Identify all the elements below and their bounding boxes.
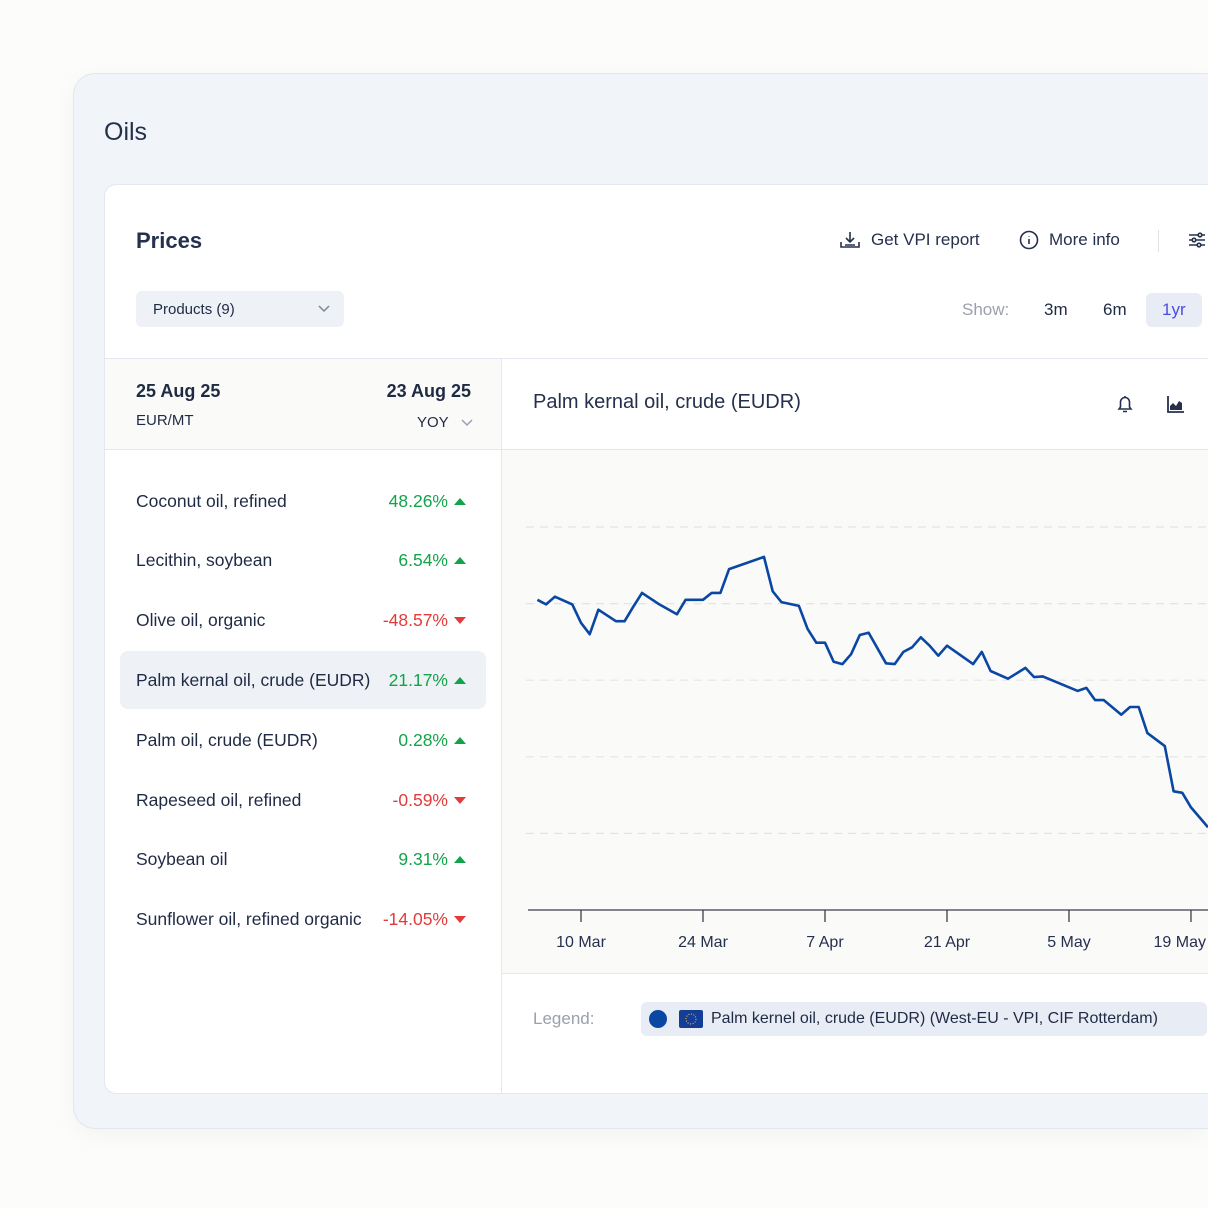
change-percent: -14.05%	[382, 909, 448, 930]
x-tick-label: 10 Mar	[556, 934, 606, 951]
chart-title: Palm kernal oil, crude (EUDR)	[533, 391, 801, 413]
section-title: Oils	[104, 118, 148, 146]
more-info-button[interactable]: More info	[1019, 230, 1120, 250]
change-percent: 6.54%	[398, 550, 448, 571]
get-vpi-report-label: Get VPI report	[871, 230, 980, 249]
arrow-up-icon	[454, 736, 466, 744]
product-row[interactable]: Lecithin, soybean 6.54%	[120, 532, 486, 590]
chevron-down-icon	[461, 418, 473, 426]
price-series-line	[536, 555, 1208, 829]
legend-series-name: Palm kernel oil, crude (EUDR) (West-EU -…	[711, 1010, 1158, 1027]
arrow-up-icon	[454, 557, 466, 565]
x-tick-label: 24 Mar	[678, 934, 728, 951]
filter-settings-button[interactable]	[1187, 230, 1207, 250]
column-divider	[501, 359, 502, 1094]
products-dropdown-label: Products (9)	[153, 300, 235, 318]
sliders-icon	[1189, 232, 1205, 248]
change-percent: 21.17%	[388, 669, 448, 690]
x-tick-label: 21 Apr	[924, 934, 971, 951]
divider	[104, 449, 1208, 450]
range-3m-button[interactable]: 3m	[1044, 300, 1068, 319]
show-label: Show:	[962, 300, 1010, 319]
series-color-dot	[649, 1010, 667, 1028]
product-name: Palm kernal oil, crude (EUDR)	[136, 669, 371, 690]
change-percent: 48.26%	[388, 490, 448, 511]
product-name: Lecithin, soybean	[136, 550, 273, 571]
change-value: -14.05%	[383, 909, 466, 930]
product-name: Rapeseed oil, refined	[136, 789, 302, 810]
chart-area: 10 Mar 24 Mar 7 Apr 21 Apr 5 May 19 May	[502, 450, 1208, 973]
change-value: 48.26%	[389, 491, 466, 512]
change-percent: -48.57%	[382, 610, 448, 631]
compare-date: 23 Aug 25	[386, 381, 471, 401]
change-value: -0.59%	[393, 790, 466, 811]
legend-label: Legend:	[533, 1009, 595, 1028]
arrow-up-icon	[454, 497, 466, 505]
arrow-down-icon	[454, 617, 466, 625]
change-value: -48.57%	[383, 610, 466, 631]
x-tick-label: 19 May	[1154, 934, 1206, 951]
arrow-down-icon	[454, 796, 466, 804]
change-value: 9.31%	[398, 849, 466, 870]
prices-title: Prices	[136, 228, 203, 253]
product-name: Sunflower oil, refined organic	[136, 909, 362, 930]
change-percent: 9.31%	[398, 849, 448, 870]
product-row[interactable]: Coconut oil, refined 48.26%	[120, 472, 486, 530]
arrow-up-icon	[454, 676, 466, 684]
download-icon	[840, 232, 860, 248]
product-row[interactable]: Rapeseed oil, refined -0.59%	[120, 771, 486, 829]
compare-mode-dropdown[interactable]: YOY	[417, 414, 473, 431]
chevron-down-icon	[318, 305, 330, 313]
unit-label: EUR/MT	[136, 412, 194, 429]
legend-item[interactable]: Palm kernel oil, crude (EUDR) (West-EU -…	[641, 1002, 1207, 1036]
product-row[interactable]: Sunflower oil, refined organic -14.05%	[120, 891, 486, 949]
change-percent: 0.28%	[398, 729, 448, 750]
product-name: Palm oil, crude (EUDR)	[136, 729, 318, 750]
range-1yr-button[interactable]: 1yr	[1146, 293, 1202, 327]
divider	[104, 358, 1208, 359]
compare-mode-label: YOY	[417, 414, 449, 431]
area-chart-icon[interactable]	[1166, 394, 1186, 414]
products-dropdown[interactable]: Products (9)	[136, 291, 344, 327]
bell-icon[interactable]	[1114, 393, 1136, 415]
change-value: 6.54%	[398, 550, 466, 571]
range-6m-button[interactable]: 6m	[1103, 300, 1127, 319]
change-value: 21.17%	[389, 670, 466, 691]
toolbar-divider	[1158, 230, 1159, 252]
current-date: 25 Aug 25	[136, 381, 221, 401]
product-row[interactable]: Palm oil, crude (EUDR) 0.28%	[120, 711, 486, 769]
change-percent: -0.59%	[392, 789, 448, 810]
get-vpi-report-button[interactable]: Get VPI report	[839, 230, 980, 250]
table-header	[105, 359, 501, 449]
price-line-chart: 10 Mar 24 Mar 7 Apr 21 Apr 5 May 19 May	[526, 526, 1208, 951]
product-row[interactable]: Olive oil, organic -48.57%	[120, 592, 486, 650]
x-tick-label: 7 Apr	[806, 934, 844, 951]
divider	[502, 973, 1208, 974]
info-icon	[1019, 230, 1039, 250]
product-name: Soybean oil	[136, 849, 228, 870]
product-row[interactable]: Palm kernal oil, crude (EUDR) 21.17%	[120, 651, 486, 710]
change-value: 0.28%	[398, 730, 466, 751]
arrow-up-icon	[454, 856, 466, 864]
product-row[interactable]: Soybean oil 9.31%	[120, 831, 486, 889]
more-info-label: More info	[1049, 230, 1120, 249]
product-name: Olive oil, organic	[136, 610, 266, 631]
eu-flag-icon	[679, 1010, 703, 1028]
arrow-down-icon	[454, 916, 466, 924]
product-name: Coconut oil, refined	[136, 490, 287, 511]
x-tick-label: 5 May	[1047, 934, 1091, 951]
